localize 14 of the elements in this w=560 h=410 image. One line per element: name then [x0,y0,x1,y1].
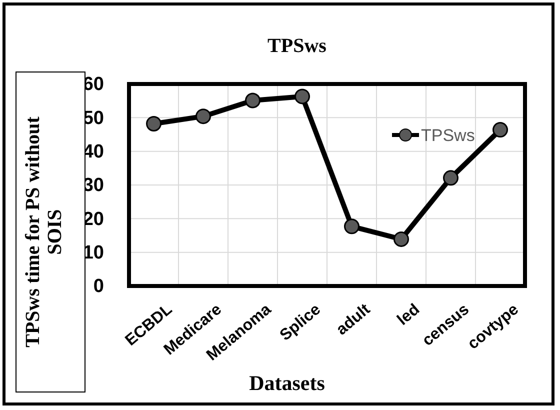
x-tick-label: led [394,301,424,329]
point [492,122,508,138]
point [245,92,260,108]
point [196,108,211,124]
point [146,116,162,132]
chart-title: TPSws [268,35,327,57]
point [443,170,458,186]
point [294,88,310,104]
point [394,231,409,247]
point [344,218,360,234]
y-axis-title: TPSws time for PS without SOIS [22,116,66,348]
x-axis-title: Datasets [249,371,325,395]
legend-label: TPSws [421,126,475,145]
y-tick-label: 0 [93,276,104,298]
